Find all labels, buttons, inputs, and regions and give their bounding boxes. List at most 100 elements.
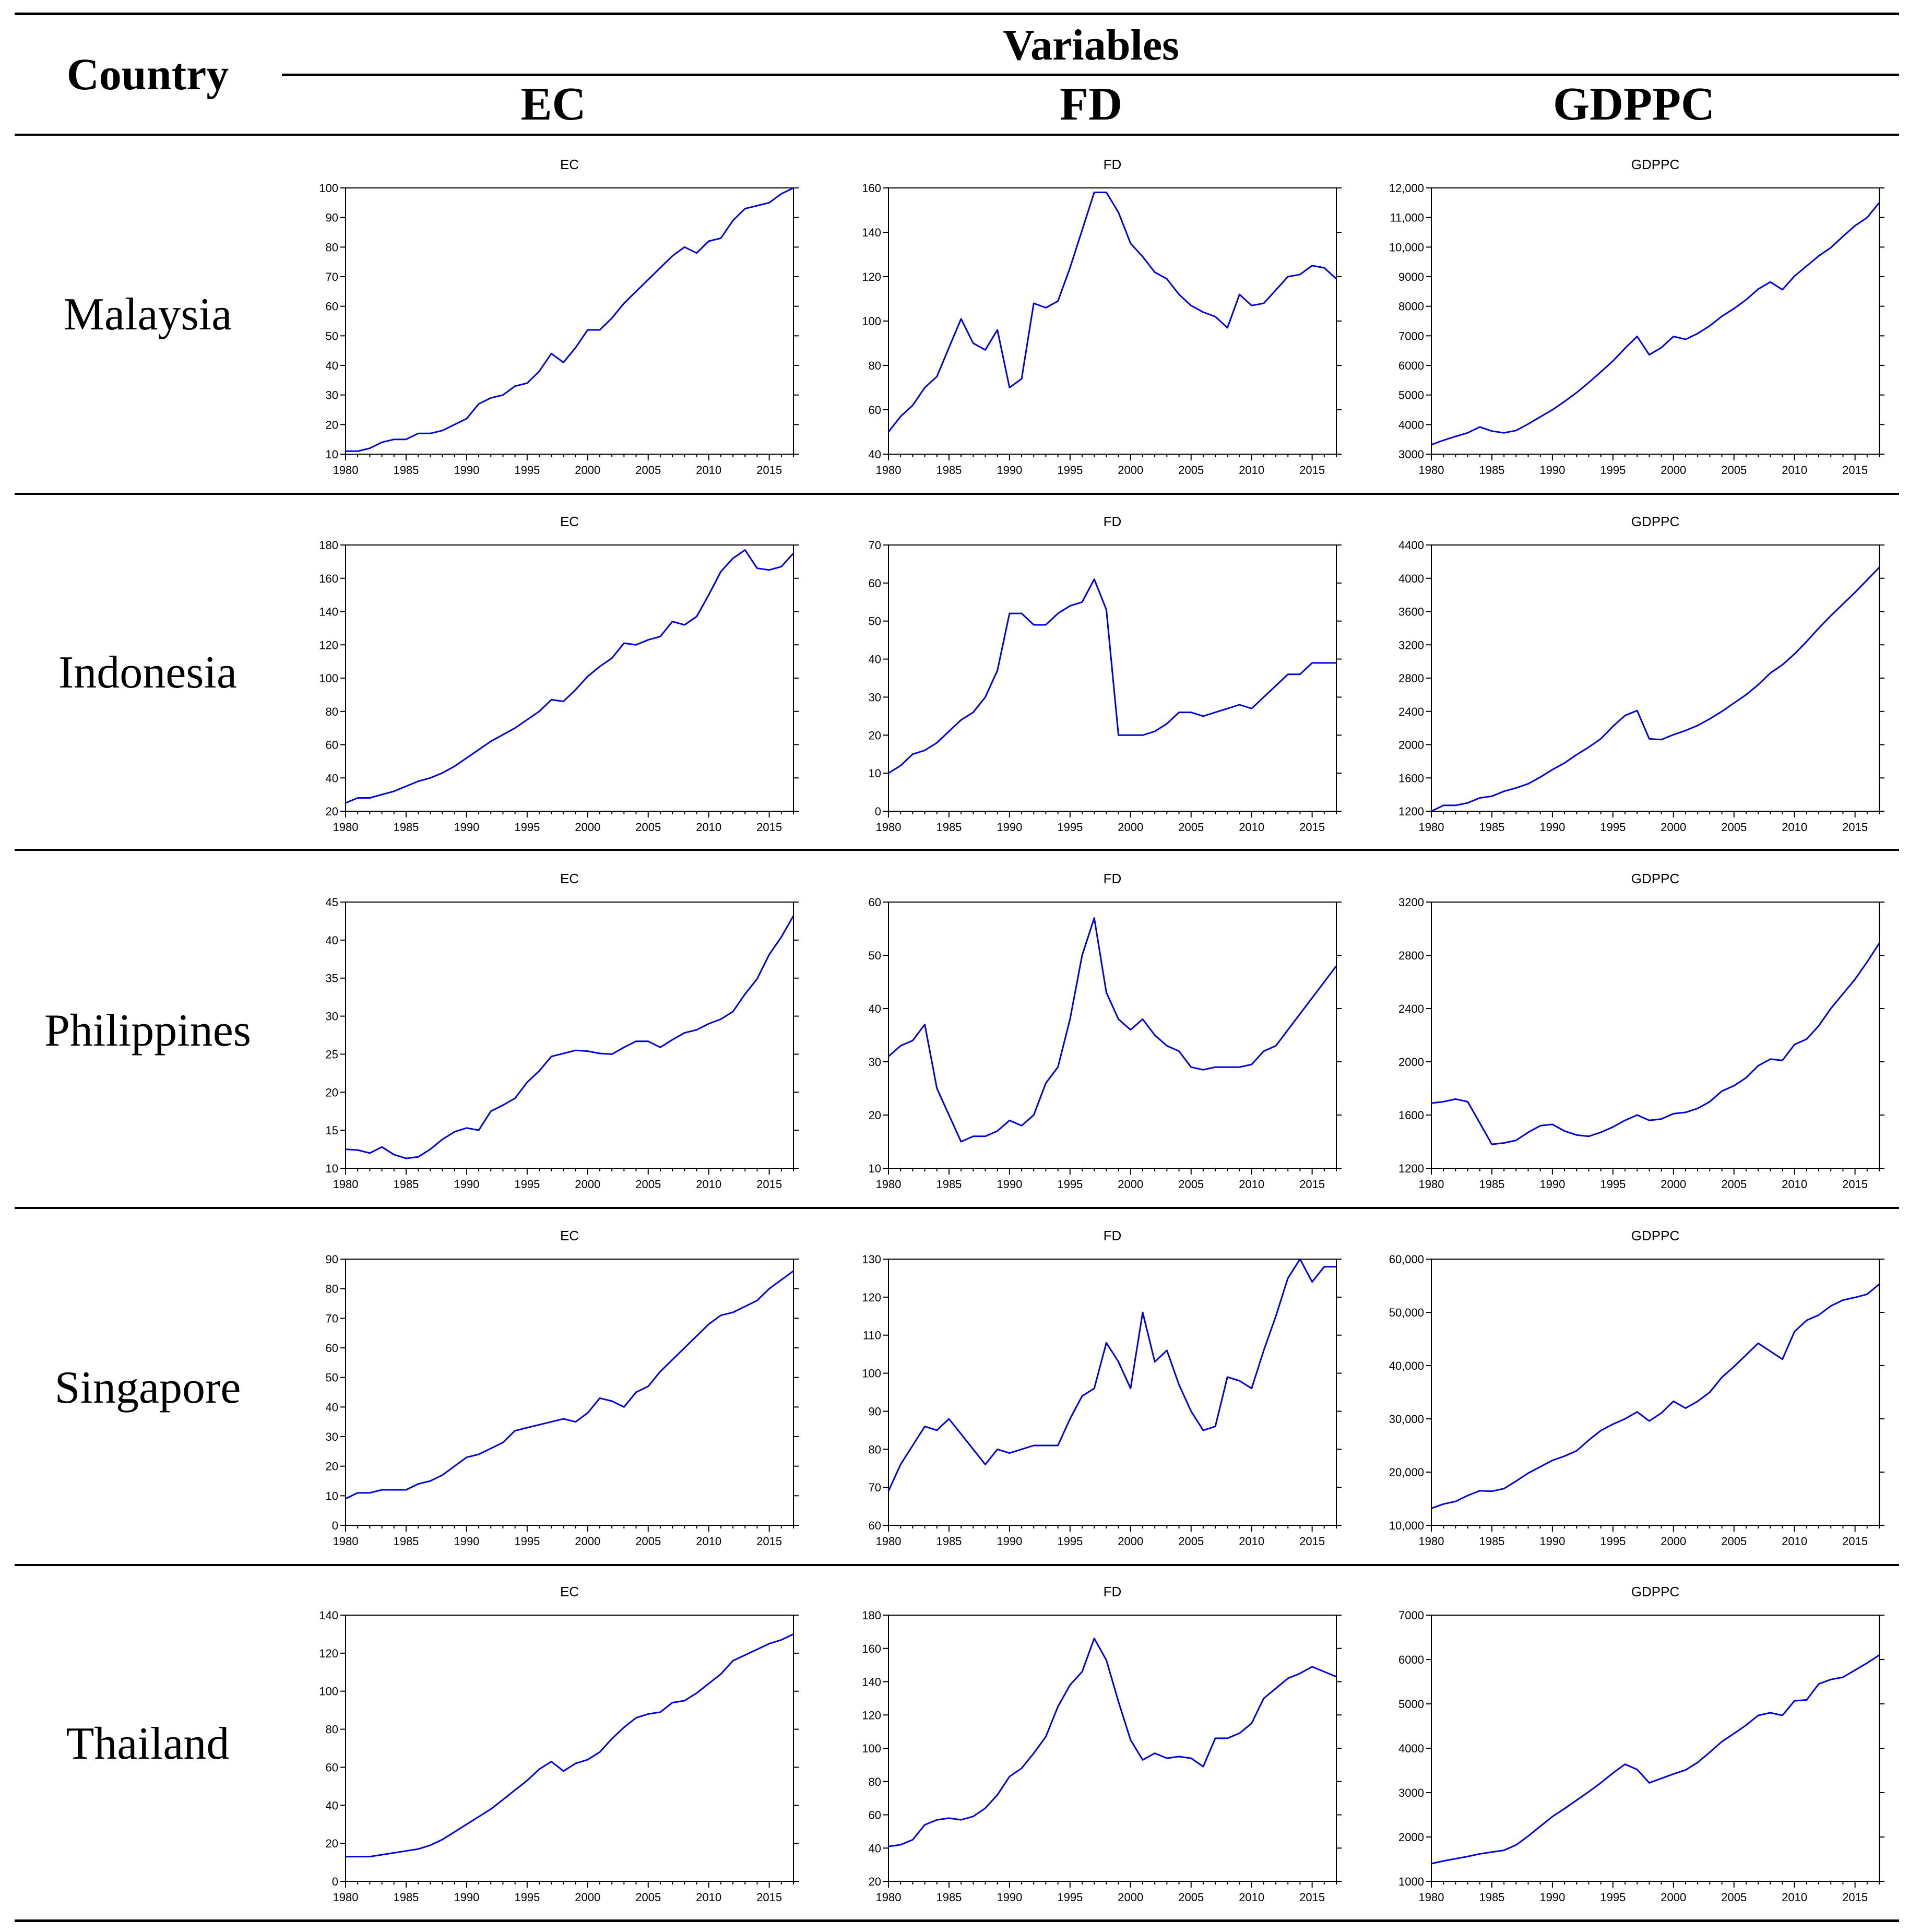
y-tick-label: 80 [326,1723,338,1736]
x-tick-label: 1990 [997,1178,1022,1191]
x-tick-label: 1980 [1419,464,1444,477]
y-tick-label: 10 [326,1162,338,1175]
y-tick-label: 160 [862,1642,881,1655]
y-tick-label: 60 [869,404,881,417]
x-tick-label: 2010 [1782,464,1807,477]
y-tick-label: 9000 [1398,270,1424,283]
variables-rule [282,74,1899,76]
x-tick-label: 1985 [1479,464,1504,477]
chart-title: EC [560,871,579,886]
y-tick-label: 40 [326,934,338,947]
x-tick-label: 2005 [1178,1891,1204,1904]
x-tick-label: 1990 [997,1535,1022,1548]
y-tick-label: 50 [326,329,338,342]
country-label-thailand: Thailand [66,1718,230,1769]
x-tick-label: 2015 [756,1178,782,1191]
series-line [887,1258,1336,1492]
x-tick-label: 1985 [936,1178,962,1191]
y-tick-label: 40 [869,1002,881,1015]
x-tick-label: 1985 [393,464,419,477]
y-tick-label: 60 [326,739,338,752]
x-tick-label: 1980 [1419,1891,1444,1904]
y-tick-label: 90 [326,1253,338,1266]
y-tick-label: 0 [332,1519,338,1532]
x-tick-label: 1990 [1539,821,1565,834]
chart-title: FD [1104,1228,1122,1243]
y-tick-label: 20 [869,1109,881,1122]
x-tick-label: 1985 [1479,1535,1504,1548]
series-line [1431,1283,1880,1509]
x-tick-label: 1980 [333,1535,359,1548]
x-tick-label: 1995 [1600,1178,1626,1191]
x-tick-label: 1985 [1479,1891,1504,1904]
y-tick-label: 140 [319,1609,338,1622]
x-tick-label: 1980 [876,1178,902,1191]
y-tick-label: 35 [326,972,338,985]
x-tick-label: 2015 [1299,464,1325,477]
chart-thailand-ec: EC 0 20 40 60 80 100 120 140 1980 1985 1990 1995 2000… [319,1584,799,1904]
country-label-indonesia: Indonesia [58,647,238,698]
column-header-ec: EC [520,78,586,130]
y-tick-label: 90 [326,211,338,224]
y-tick-label: 10 [326,1489,338,1502]
x-tick-label: 2000 [1661,821,1686,834]
plot-frame [888,544,1337,812]
x-tick-label: 2000 [575,1535,600,1548]
y-tick-label: 10,000 [1389,241,1424,254]
y-tick-label: 80 [869,1775,881,1788]
x-tick-label: 2010 [1782,1891,1807,1904]
x-tick-label: 1990 [454,1891,479,1904]
plot-frame [1431,902,1880,1169]
y-tick-label: 7000 [1398,329,1424,342]
x-tick-label: 1995 [514,821,540,834]
y-tick-label: 120 [862,1709,881,1722]
y-tick-label: 100 [319,672,338,685]
x-tick-label: 1980 [333,821,359,834]
series-line [888,1638,1337,1847]
plot-frame [1431,1259,1880,1526]
x-tick-label: 2000 [575,1891,600,1904]
x-tick-label: 2000 [575,464,600,477]
x-tick-label: 2015 [756,1891,782,1904]
x-tick-label: 2010 [1239,1178,1264,1191]
series-line [888,578,1336,774]
x-tick-label: 1980 [333,1891,359,1904]
x-tick-label: 1985 [936,1535,962,1548]
y-tick-label: 6000 [1398,359,1424,372]
y-tick-label: 50 [869,949,881,962]
row-separator [15,493,1899,495]
y-tick-label: 120 [862,1291,881,1304]
y-tick-label: 60 [869,1809,881,1822]
x-tick-label: 1980 [1419,821,1444,834]
x-tick-label: 1990 [454,1535,479,1548]
x-tick-label: 2000 [575,1178,600,1191]
x-tick-label: 1985 [936,1891,962,1904]
x-tick-label: 2005 [1178,464,1204,477]
x-tick-label: 1980 [333,464,359,477]
chart-title: EC [560,157,579,172]
y-tick-label: 3200 [1398,638,1424,651]
x-tick-label: 1985 [936,821,962,834]
y-tick-label: 3600 [1398,606,1424,619]
y-tick-label: 80 [326,1283,338,1296]
plot-frame [888,1615,1337,1882]
x-tick-label: 2015 [756,1535,782,1548]
x-tick-label: 1995 [514,1535,540,1548]
column-header-fd: FD [1060,78,1122,130]
variables-header: Variables [1003,21,1179,69]
chart-philippines-fd: FD 10 20 30 40 50 60 1980 1985 1990 1995 2000 2005 20… [869,871,1342,1191]
y-tick-label: 1200 [1398,1162,1424,1175]
column-header-gdppc: GDPPC [1553,78,1715,130]
plot-frame [888,187,1337,455]
chart-title: EC [560,1584,579,1599]
x-tick-label: 1995 [1057,1891,1083,1904]
x-tick-label: 1980 [876,1535,902,1548]
y-tick-label: 20,000 [1389,1466,1424,1479]
y-tick-label: 40 [869,653,881,666]
x-tick-label: 1980 [876,821,902,834]
y-tick-label: 50,000 [1389,1306,1424,1319]
chart-indonesia-gdppc: GDPPC 1200 1600 2000 2400 2800 3200 3600 4000 440… [1398,514,1884,834]
y-tick-label: 5000 [1398,389,1424,402]
x-tick-label: 2010 [696,1535,721,1548]
y-tick-label: 70 [326,270,338,283]
